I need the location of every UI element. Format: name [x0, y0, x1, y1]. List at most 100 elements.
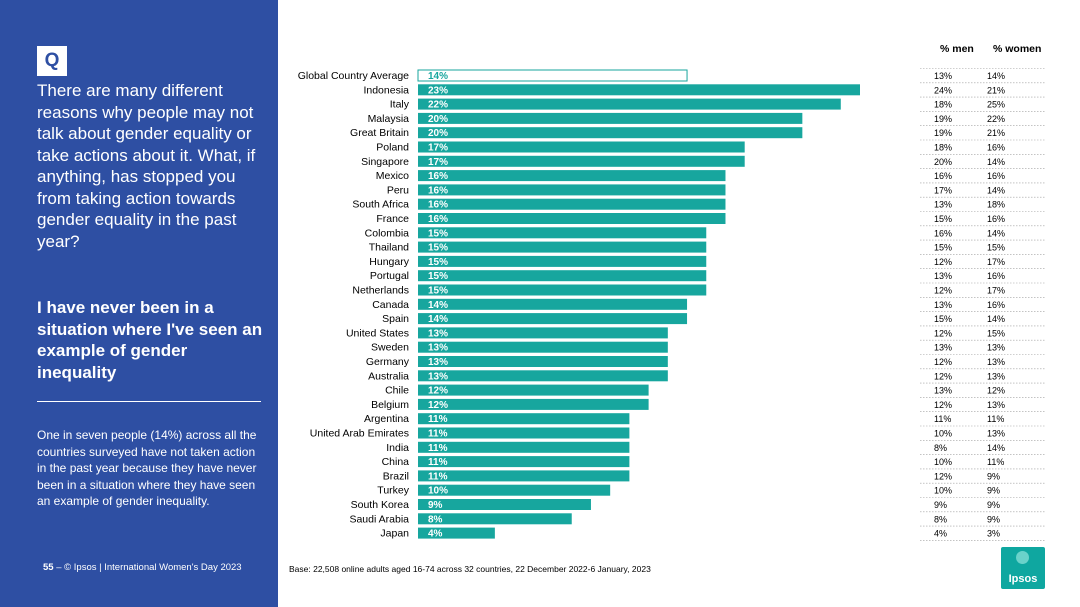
table-cell-men: 13% [934, 300, 952, 310]
table-cell-women: 25% [987, 100, 1005, 110]
summary-text: One in seven people (14%) across all the… [37, 428, 257, 508]
table-cell-men: 19% [934, 128, 952, 138]
table-cell-women: 13% [987, 357, 1005, 367]
bar [418, 270, 707, 282]
table-cell-women: 16% [987, 271, 1005, 281]
table-cell-women: 13% [987, 429, 1005, 439]
table-cell-men: 13% [934, 386, 952, 396]
bar [418, 112, 803, 124]
category-label: Belgium [371, 399, 409, 411]
bar-value-label: 17% [428, 157, 448, 168]
table-cell-men: 8% [934, 443, 947, 453]
table-cell-women: 16% [987, 171, 1005, 181]
table-cell-women: 14% [987, 314, 1005, 324]
footer-text: – © Ipsos | International Women's Day 20… [56, 562, 242, 573]
table-header-women: % women [993, 43, 1041, 55]
category-label: Colombia [365, 227, 410, 239]
category-label: Brazil [383, 470, 409, 482]
bar-value-label: 11% [428, 443, 448, 454]
bar [418, 527, 495, 539]
bar [418, 398, 649, 410]
table-cell-men: 17% [934, 185, 952, 195]
question-text: There are many different reasons why peo… [37, 81, 256, 251]
table-cell-women: 22% [987, 114, 1005, 124]
table-cell-women: 9% [987, 500, 1000, 510]
bar-value-label: 11% [428, 471, 448, 482]
bar [418, 313, 688, 325]
category-label: Peru [387, 184, 409, 196]
table-cell-women: 21% [987, 128, 1005, 138]
table-cell-men: 13% [934, 271, 952, 281]
category-label: Japan [380, 528, 409, 540]
category-label: China [382, 456, 410, 468]
bar-global-average [417, 69, 688, 82]
bar [418, 241, 707, 253]
bar-value-label: 14% [428, 314, 448, 325]
table-cell-men: 12% [934, 257, 952, 267]
table-cell-women: 17% [987, 257, 1005, 267]
table-cell-women: 14% [987, 157, 1005, 167]
table-cell-women: 14% [987, 185, 1005, 195]
bar-value-label: 10% [428, 486, 448, 497]
table-cell-men: 12% [934, 371, 952, 381]
category-label: Global Country Average [298, 70, 409, 82]
bar [418, 255, 707, 267]
bar [418, 341, 668, 353]
table-cell-men: 19% [934, 114, 952, 124]
bar-value-label: 12% [428, 400, 448, 411]
table-cell-women: 18% [987, 200, 1005, 210]
table-cell-women: 11% [987, 457, 1004, 467]
table-cell-men: 10% [934, 486, 952, 496]
bar-value-label: 14% [428, 71, 448, 82]
table-cell-men: 12% [934, 328, 952, 338]
table-cell-women: 12% [987, 386, 1005, 396]
table-cell-women: 3% [987, 529, 1000, 539]
table-cell-men: 15% [934, 243, 952, 253]
table-cell-men: 12% [934, 400, 952, 410]
category-label: Spain [382, 313, 409, 325]
logo-figure-icon [1016, 551, 1029, 564]
bar [418, 499, 591, 510]
category-label: Germany [366, 356, 410, 368]
bar [418, 184, 726, 196]
bar [418, 227, 707, 239]
bar-value-label: 15% [428, 271, 448, 282]
bar [418, 284, 707, 296]
ipsos-logo: Ipsos [1001, 547, 1045, 589]
table-cell-women: 14% [987, 443, 1005, 453]
question-badge: Q [37, 46, 67, 76]
bar [418, 127, 803, 139]
bar [418, 456, 630, 468]
bar-value-label: 16% [428, 171, 448, 182]
bar-value-label: 11% [428, 414, 448, 425]
category-label: Hungary [369, 256, 409, 268]
bar-value-label: 15% [428, 243, 448, 254]
footer: 55 – © Ipsos | International Women's Day… [43, 562, 242, 573]
table-cell-men: 12% [934, 471, 952, 481]
bar-value-label: 16% [428, 185, 448, 196]
category-label: South Korea [351, 499, 410, 511]
bar [418, 155, 745, 167]
bar [418, 513, 572, 525]
chart-subtitle: I have never been in a situation where I… [37, 298, 263, 382]
table-cell-men: 15% [934, 214, 952, 224]
logo-text: Ipsos [1008, 573, 1038, 585]
bar-value-label: 16% [428, 214, 448, 225]
category-label: Indonesia [363, 84, 409, 96]
table-cell-women: 15% [987, 243, 1005, 253]
bar-value-label: 13% [428, 357, 448, 368]
bar-value-label: 13% [428, 343, 448, 354]
table-cell-women: 9% [987, 514, 1000, 524]
table-cell-men: 16% [934, 171, 952, 181]
table-cell-women: 13% [987, 371, 1005, 381]
table-cell-women: 13% [987, 400, 1005, 410]
table-header-men: % men [940, 43, 974, 55]
bar-value-label: 20% [428, 128, 448, 139]
bar-value-label: 20% [428, 114, 448, 125]
category-label: Portugal [370, 270, 409, 282]
bar-value-label: 15% [428, 228, 448, 239]
table-cell-women: 14% [987, 71, 1005, 81]
bar [418, 98, 841, 110]
base-note: Base: 22,508 online adults aged 16-74 ac… [289, 564, 651, 574]
table-cell-men: 18% [934, 143, 952, 153]
